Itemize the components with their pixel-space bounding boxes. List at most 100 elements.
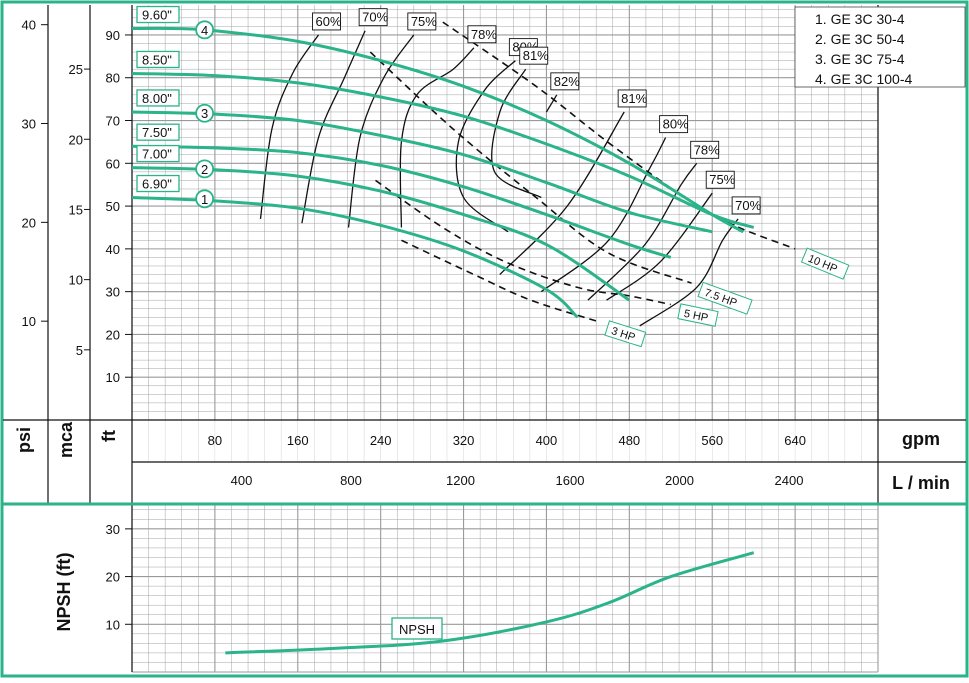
- psi-tick-label: 10: [22, 314, 36, 329]
- lmin-tick-label: 1600: [556, 473, 585, 488]
- psi-tick-label: 20: [22, 215, 36, 230]
- efficiency-label-box: [550, 72, 580, 91]
- npsh-axis-title: NPSH (ft): [54, 553, 74, 632]
- efficiency-label: 70%: [362, 10, 388, 25]
- impeller-label-box: [136, 144, 180, 163]
- power-label-text: 5 HP: [683, 308, 709, 325]
- psi-tick-label: 30: [22, 117, 36, 132]
- impeller-label: 7.00": [142, 147, 172, 162]
- ft-tick-label: 90: [106, 28, 120, 43]
- ft-tick-label: 60: [106, 156, 120, 171]
- power-curve: [401, 239, 599, 323]
- ft-tick-label: 80: [106, 71, 120, 86]
- efficiency-curve: [545, 94, 558, 113]
- efficiency-curve: [491, 68, 542, 199]
- ft-tick-label: 30: [106, 285, 120, 300]
- mca-axis-ticks: 5 10 15 20 25: [69, 62, 90, 358]
- impeller-marker-number: 1: [201, 192, 208, 207]
- impeller-label-box: [136, 50, 180, 69]
- legend-item: 4. GE 3C 100-4: [815, 71, 912, 87]
- impeller-curve: [131, 196, 579, 319]
- ft-tick-label: 40: [106, 242, 120, 257]
- gpm-tick-label: 320: [453, 433, 475, 448]
- lmin-tick-label: 800: [340, 473, 362, 488]
- legend: 1. GE 3C 30-4 2. GE 3C 50-4 3. GE 3C 75-…: [794, 6, 966, 88]
- ft-axis-ticks: 10 20 30 40 50 60 70 80 90: [106, 28, 132, 385]
- impeller-label-box: [136, 89, 180, 107]
- gpm-tick-label: 240: [370, 433, 392, 448]
- power-curve: [375, 179, 671, 306]
- efficiency-curve: [259, 34, 320, 219]
- lmin-axis-ticks: 400 800 1200 1600 2000 2400: [231, 473, 804, 488]
- mca-tick-label: 15: [69, 202, 83, 217]
- lmin-axis-title: L / min: [892, 473, 950, 493]
- impeller-label-box: [136, 123, 180, 141]
- efficiency-label: 78%: [694, 142, 720, 157]
- npsh-label-box: [391, 617, 443, 640]
- npsh-axis-ticks: 10 20 30: [106, 522, 132, 632]
- efficiency-curves: [259, 30, 739, 327]
- efficiency-curve: [499, 111, 625, 275]
- efficiency-label-box: [407, 12, 437, 31]
- mca-tick-label: 25: [69, 62, 83, 77]
- efficiency-label-box: [519, 46, 549, 65]
- efficiency-curve: [399, 47, 475, 228]
- psi-tick-label: 40: [22, 18, 36, 33]
- impeller-label: 8.50": [142, 52, 172, 67]
- legend-box: [794, 6, 966, 88]
- efficiency-label-box: [659, 115, 689, 134]
- ft-axis-title: ft: [99, 430, 119, 442]
- impeller-marker-number: 2: [201, 162, 208, 177]
- gpm-tick-label: 80: [208, 433, 222, 448]
- impeller-label-box: [136, 174, 180, 193]
- impeller-marker: [195, 159, 215, 179]
- efficiency-label: 70%: [735, 198, 761, 213]
- efficiency-label-box: [467, 25, 497, 44]
- impeller-curve: [131, 166, 631, 302]
- impeller-curve: [131, 144, 672, 259]
- ft-tick-label: 50: [106, 199, 120, 214]
- mca-tick-label: 20: [69, 132, 83, 147]
- lmin-tick-label: 2000: [665, 473, 694, 488]
- power-label-box: [697, 281, 753, 315]
- impeller-marker-number: 3: [201, 106, 208, 121]
- lmin-tick-label: 400: [231, 473, 253, 488]
- efficiency-label-box: [705, 170, 735, 189]
- efficiency-label-box: [617, 89, 647, 108]
- power-curve: [369, 51, 692, 284]
- npsh-line: [225, 551, 755, 655]
- efficiency-curve: [347, 34, 415, 228]
- impeller-curve: [131, 72, 755, 229]
- legend-item: 1. GE 3C 30-4: [815, 11, 905, 27]
- ft-tick-label: 10: [106, 370, 120, 385]
- lmin-tick-label: 2400: [775, 473, 804, 488]
- efficiency-label: 81%: [621, 91, 647, 106]
- npsh-tick-label: 10: [106, 617, 120, 632]
- efficiency-label-box: [358, 8, 388, 27]
- gpm-tick-label: 640: [784, 433, 806, 448]
- ft-tick-label: 70: [106, 114, 120, 129]
- efficiency-label: 82%: [554, 74, 580, 89]
- efficiency-label-box: [312, 12, 341, 31]
- efficiency-label: 81%: [523, 48, 549, 63]
- gpm-tick-label: 400: [536, 433, 558, 448]
- gpm-axis-title: gpm: [902, 429, 940, 449]
- impeller-curve: [131, 110, 713, 234]
- impeller-marker: [195, 189, 215, 209]
- impeller-label: 8.00": [142, 91, 172, 106]
- efficiency-curve: [587, 162, 698, 301]
- npsh-label: NPSH: [399, 622, 435, 637]
- npsh-curve: [225, 551, 755, 655]
- power-curves: [369, 21, 796, 323]
- gpm-tick-label: 560: [701, 433, 723, 448]
- impeller-marker-number: 4: [201, 23, 208, 38]
- gpm-tick-label: 160: [287, 433, 309, 448]
- mca-tick-label: 10: [69, 273, 83, 288]
- efficiency-label-box: [731, 196, 761, 215]
- power-curve: [442, 21, 796, 250]
- panel-lines: [3, 5, 966, 672]
- impeller-label: 7.50": [142, 125, 172, 140]
